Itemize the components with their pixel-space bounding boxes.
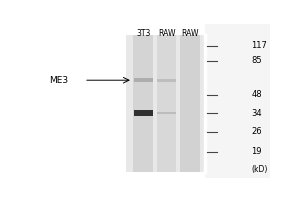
- Text: (kD): (kD): [251, 165, 268, 174]
- Text: 117: 117: [251, 41, 267, 50]
- FancyBboxPatch shape: [157, 79, 176, 82]
- Text: 19: 19: [251, 147, 262, 156]
- Text: RAW: RAW: [158, 29, 175, 38]
- Text: 3T3: 3T3: [136, 29, 151, 38]
- FancyBboxPatch shape: [157, 35, 176, 172]
- FancyBboxPatch shape: [134, 110, 153, 116]
- FancyBboxPatch shape: [134, 78, 153, 82]
- Text: 34: 34: [251, 109, 262, 118]
- FancyBboxPatch shape: [157, 112, 176, 114]
- FancyBboxPatch shape: [180, 35, 200, 172]
- Text: 48: 48: [251, 90, 262, 99]
- FancyBboxPatch shape: [134, 35, 153, 172]
- Text: 85: 85: [251, 56, 262, 65]
- Text: 26: 26: [251, 127, 262, 136]
- FancyBboxPatch shape: [205, 24, 270, 178]
- Text: RAW: RAW: [181, 29, 199, 38]
- Text: ME3: ME3: [49, 76, 68, 85]
- FancyBboxPatch shape: [126, 35, 205, 172]
